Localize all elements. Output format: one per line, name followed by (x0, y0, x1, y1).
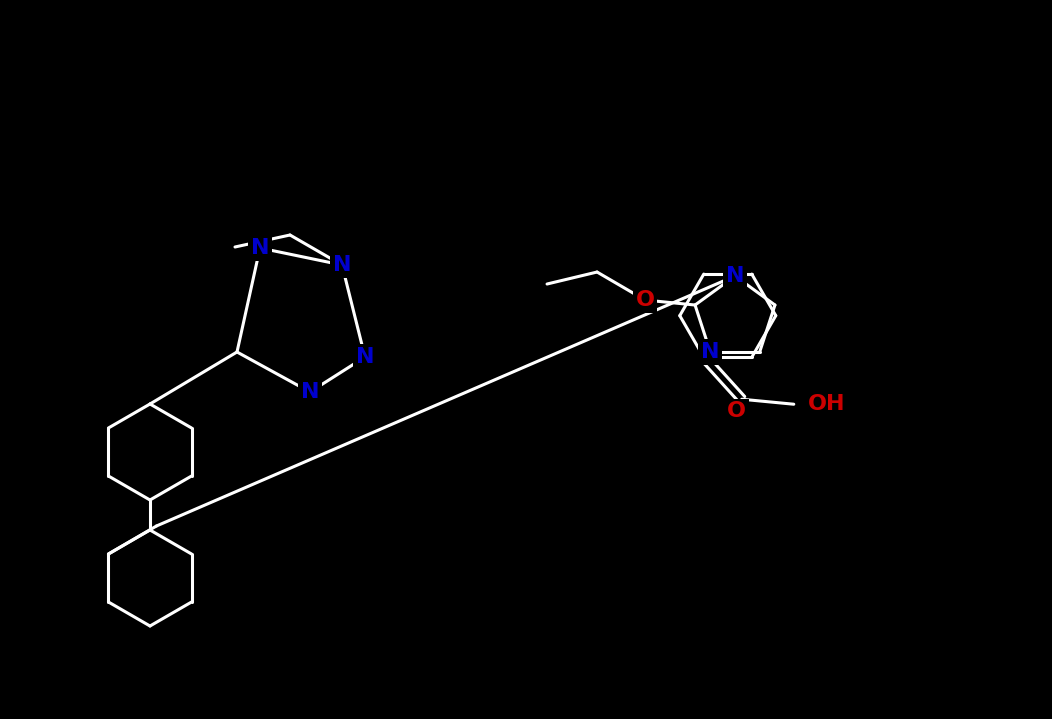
Text: N: N (301, 382, 319, 402)
Text: N: N (250, 238, 269, 258)
Text: N: N (332, 255, 351, 275)
Text: O: O (727, 401, 746, 421)
Text: N: N (701, 342, 720, 362)
Text: N: N (726, 266, 744, 286)
Text: OH: OH (808, 394, 845, 414)
Text: N: N (356, 347, 375, 367)
Text: O: O (635, 290, 654, 310)
